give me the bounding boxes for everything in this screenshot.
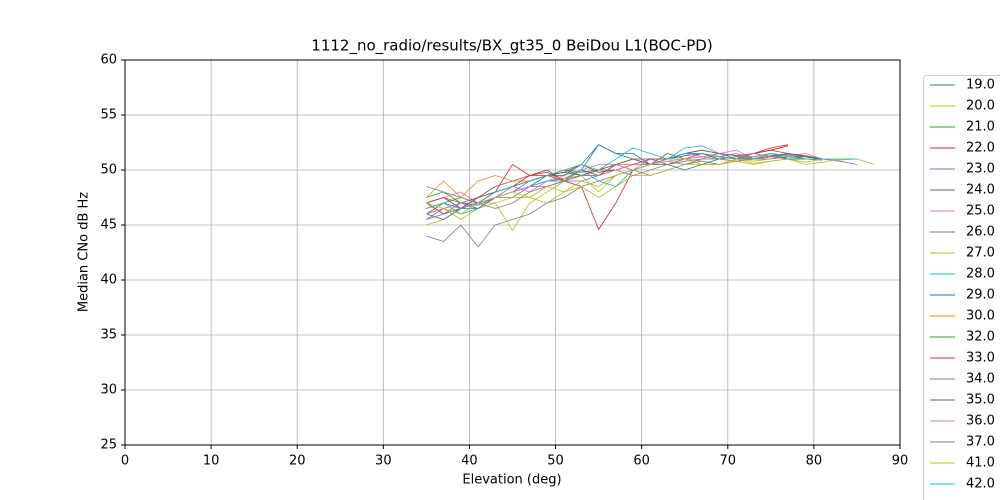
legend-label: 37.0 bbox=[966, 435, 995, 450]
y-tick-label: 50 bbox=[100, 163, 117, 178]
series-line bbox=[426, 155, 789, 209]
x-tick-label: 50 bbox=[547, 454, 564, 469]
legend-label: 24.0 bbox=[966, 183, 995, 198]
legend-label: 28.0 bbox=[966, 267, 995, 282]
legend-label: 36.0 bbox=[966, 414, 995, 429]
legend-label: 30.0 bbox=[966, 309, 995, 324]
x-tick-label: 60 bbox=[633, 454, 650, 469]
legend-label: 32.0 bbox=[966, 330, 995, 345]
legend-label: 25.0 bbox=[966, 204, 995, 219]
y-tick-label: 25 bbox=[100, 438, 117, 453]
y-tick-label: 45 bbox=[100, 218, 117, 233]
legend-label: 27.0 bbox=[966, 246, 995, 261]
legend-label: 35.0 bbox=[966, 393, 995, 408]
series-line bbox=[426, 147, 857, 209]
legend-label: 23.0 bbox=[966, 162, 995, 177]
series-line bbox=[426, 156, 806, 199]
x-tick-label: 40 bbox=[461, 454, 478, 469]
legend-label: 21.0 bbox=[966, 120, 995, 135]
legend-label: 34.0 bbox=[966, 372, 995, 387]
plot-frame bbox=[124, 59, 901, 446]
x-axis-label: Elevation (deg) bbox=[462, 473, 561, 488]
y-tick-label: 55 bbox=[100, 108, 117, 123]
legend-label: 42.0 bbox=[966, 477, 995, 492]
x-tick-label: 20 bbox=[289, 454, 306, 469]
legend-box bbox=[923, 75, 1000, 500]
legend-label: 41.0 bbox=[966, 456, 995, 471]
x-tick-label: 10 bbox=[203, 454, 220, 469]
y-tick-label: 60 bbox=[100, 53, 117, 68]
series-line bbox=[426, 158, 857, 220]
y-tick-label: 30 bbox=[100, 383, 117, 398]
legend-label: 33.0 bbox=[966, 351, 995, 366]
x-tick-label: 90 bbox=[892, 454, 909, 469]
x-tick-label: 80 bbox=[806, 454, 823, 469]
legend-label: 19.0 bbox=[966, 78, 995, 93]
y-tick-label: 40 bbox=[100, 273, 117, 288]
x-tick-label: 70 bbox=[720, 454, 737, 469]
series-line bbox=[426, 153, 789, 220]
legend-label: 20.0 bbox=[966, 99, 995, 114]
y-tick-label: 35 bbox=[100, 328, 117, 343]
legend-label: 22.0 bbox=[966, 141, 995, 156]
chart-title: 1112_no_radio/results/BX_gt35_0 BeiDou L… bbox=[311, 37, 712, 56]
legend-label: 29.0 bbox=[966, 288, 995, 303]
legend-label: 26.0 bbox=[966, 225, 995, 240]
x-tick-label: 30 bbox=[375, 454, 392, 469]
series-line bbox=[426, 158, 771, 215]
y-axis-label: Median CNo dB Hz bbox=[77, 192, 92, 312]
x-tick-label: 0 bbox=[121, 454, 129, 469]
